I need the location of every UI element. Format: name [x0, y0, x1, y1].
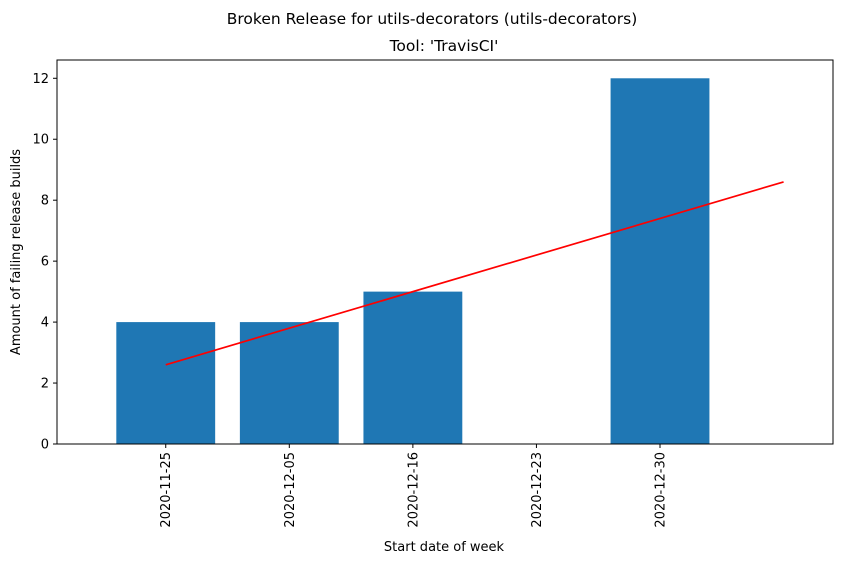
plot-area: 0 2 4 6 8 10 12 2020-11-25 2020-12-05 2020-12-16 2… [32, 72, 784, 528]
x-tick-label: 2020-12-16 [406, 452, 421, 528]
chart-suptitle: Broken Release for utils-decorators (uti… [227, 10, 638, 28]
bar-2020-12-05 [239, 322, 339, 444]
trend-line [165, 181, 784, 366]
y-tick-label: 8 [41, 194, 49, 209]
x-tick-label: 2020-11-25 [159, 452, 174, 528]
bar-2020-11-25 [116, 322, 216, 444]
plot-frame [56, 59, 834, 445]
y-tick-label: 4 [41, 316, 49, 331]
x-tick-label: 2020-12-05 [283, 452, 298, 528]
y-tick-label: 10 [32, 133, 49, 148]
y-tick-label: 2 [41, 377, 49, 392]
x-tick-label: 2020-12-30 [654, 452, 669, 528]
chart-title: Tool: 'TravisCI' [389, 37, 499, 55]
x-axis-label: Start date of week [384, 540, 505, 555]
y-tick-label: 0 [41, 438, 49, 453]
bar-2020-12-16 [363, 291, 463, 444]
bar-2020-12-30 [610, 78, 710, 445]
y-axis-label: Amount of failing release builds [9, 149, 24, 355]
y-tick-label: 6 [41, 255, 49, 270]
y-tick-label: 12 [32, 72, 49, 87]
x-tick-label: 2020-12-23 [530, 452, 545, 528]
